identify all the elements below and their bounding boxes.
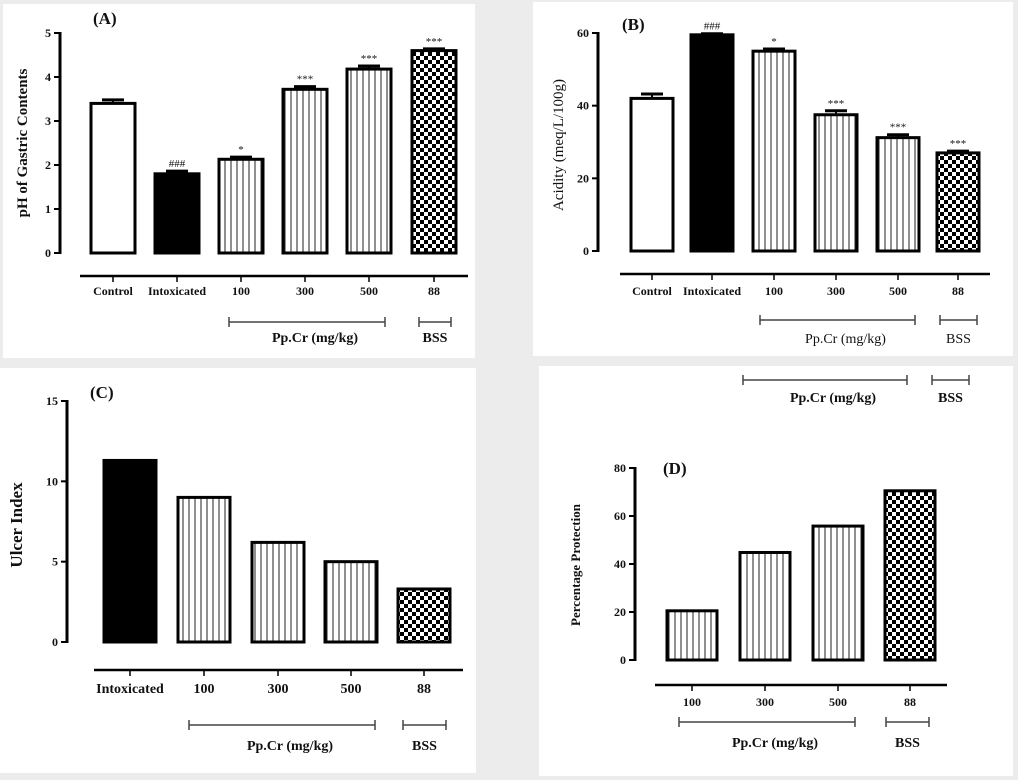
group-label: Pp.Cr (mg/kg)	[790, 391, 876, 406]
y-tick-label: 0	[45, 246, 51, 260]
bar-intoxicated	[689, 33, 735, 253]
group-label: BSS	[895, 736, 920, 751]
group-label: BSS	[938, 391, 963, 406]
bar-300	[250, 540, 306, 644]
group-label: Pp.Cr (mg/kg)	[732, 736, 818, 751]
x-tick-label: 100	[194, 682, 215, 697]
panel-label: (C)	[90, 383, 114, 402]
y-tick-label: 15	[46, 394, 58, 408]
y-axis-label: Ulcer Index	[7, 482, 26, 568]
bar-300	[738, 550, 792, 662]
bar-intoxicated	[153, 172, 201, 255]
x-tick-label: Intoxicated	[148, 284, 206, 298]
x-tick-label: 100	[683, 695, 701, 709]
bar-100	[751, 49, 797, 253]
bar-88	[396, 587, 452, 644]
y-tick-label: 4	[45, 70, 51, 84]
significance-label: *	[771, 36, 777, 48]
bar-intoxicated	[102, 458, 158, 644]
x-tick-label: 88	[952, 284, 964, 298]
y-tick-label: 20	[577, 171, 589, 185]
y-tick-label: 0	[52, 635, 58, 649]
bar-88	[883, 489, 937, 662]
y-tick-label: 40	[577, 99, 589, 113]
bar-100	[665, 609, 719, 662]
y-tick-label: 60	[577, 26, 589, 40]
significance-label: ***	[950, 138, 967, 150]
x-tick-label: 300	[296, 284, 314, 298]
group-label: BSS	[423, 331, 448, 346]
x-tick-label: 500	[829, 695, 847, 709]
x-tick-label: 88	[428, 284, 440, 298]
y-tick-label: 0	[620, 653, 626, 667]
bar-500	[811, 524, 865, 662]
panel-label: (A)	[93, 9, 117, 28]
group-label: Pp.Cr (mg/kg)	[247, 739, 333, 754]
y-tick-label: 1	[45, 202, 51, 216]
group-label: BSS	[412, 739, 437, 754]
chart-panel-d: 0 20 40 60 80 Percentage Protection (D) 100 300 5…	[539, 366, 1013, 776]
x-tick-label: 300	[268, 682, 289, 697]
bar-88	[935, 151, 981, 253]
group-label: Pp.Cr (mg/kg)	[805, 332, 886, 347]
bar-control	[89, 101, 137, 255]
bar-100	[176, 495, 232, 644]
x-tick-label: Control	[632, 284, 672, 298]
y-axis-label: pH of Gastric Contents	[15, 68, 31, 217]
significance-label: ###	[169, 158, 186, 170]
bar-300	[813, 113, 859, 253]
y-tick-label: 5	[52, 555, 58, 569]
significance-label: *	[238, 144, 244, 156]
x-tick-label: Control	[93, 284, 133, 298]
bar-100	[217, 157, 265, 255]
y-tick-label: 60	[614, 509, 626, 523]
chart-panel-c: 0 5 10 15 Ulcer Index (C) Intoxicated 100 300 500…	[0, 368, 476, 773]
group-label: BSS	[946, 332, 971, 347]
significance-label: ***	[828, 98, 845, 110]
y-tick-label: 40	[614, 557, 626, 571]
significance-label: ###	[704, 21, 721, 33]
significance-label: ***	[890, 122, 907, 134]
significance-label: ***	[361, 53, 378, 65]
x-tick-label: 300	[756, 695, 774, 709]
chart-panel-a: 0 1 2 3 4 5 pH of Gastric Contents (A) Control ##…	[3, 4, 475, 358]
significance-label: ***	[426, 36, 443, 48]
x-tick-label: 88	[904, 695, 916, 709]
significance-label: ***	[297, 74, 314, 86]
y-tick-label: 0	[583, 244, 589, 258]
group-label: Pp.Cr (mg/kg)	[272, 331, 358, 346]
x-tick-label: 100	[765, 284, 783, 298]
bar-500	[345, 67, 393, 255]
x-tick-label: 300	[827, 284, 845, 298]
bar-300	[281, 87, 329, 255]
bar-88	[410, 49, 458, 255]
y-tick-label: 3	[45, 114, 51, 128]
bar-control	[629, 96, 675, 253]
x-tick-label: Intoxicated	[683, 284, 741, 298]
panel-label: (B)	[622, 15, 645, 34]
bar-500	[875, 136, 921, 253]
panel-label: (D)	[663, 459, 687, 478]
y-axis-label: Percentage Protection	[568, 503, 583, 626]
y-tick-label: 20	[614, 605, 626, 619]
bar-500	[323, 560, 379, 644]
y-axis-label: Acidity (meq/L/100g)	[551, 79, 567, 211]
y-tick-label: 5	[45, 26, 51, 40]
x-tick-label: 100	[232, 284, 250, 298]
chart-panel-b: 0 20 40 60 Acidity (meq/L/100g) (B) Control ###…	[533, 2, 1013, 356]
panel-background	[0, 368, 476, 773]
y-tick-label: 10	[46, 474, 58, 488]
x-tick-label: Intoxicated	[96, 682, 164, 697]
y-tick-label: 2	[45, 158, 51, 172]
x-tick-label: 500	[341, 682, 362, 697]
x-tick-label: 88	[417, 682, 431, 697]
x-tick-label: 500	[889, 284, 907, 298]
y-tick-label: 80	[614, 461, 626, 475]
x-tick-label: 500	[360, 284, 378, 298]
